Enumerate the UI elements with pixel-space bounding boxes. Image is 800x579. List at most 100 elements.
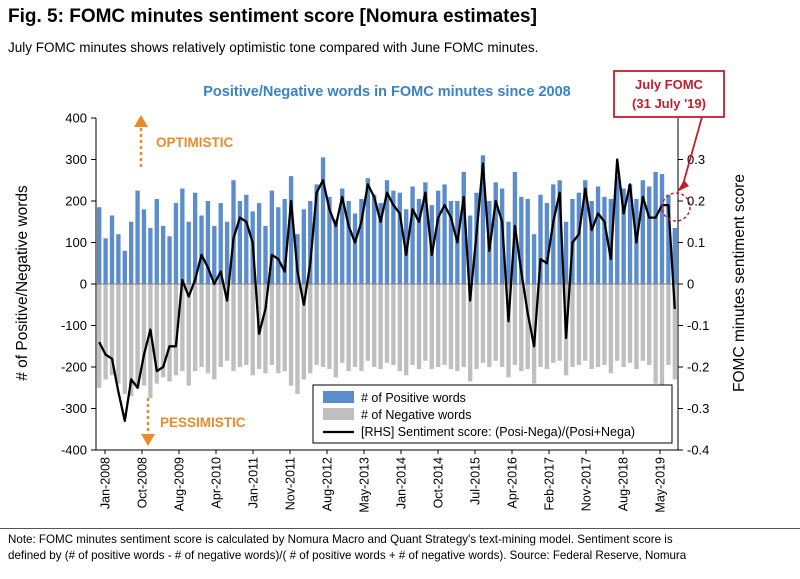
negative-bar (263, 284, 268, 374)
positive-bar (160, 225, 166, 284)
callout-line-2: (31 July '19) (632, 96, 706, 111)
positive-bar (180, 188, 185, 284)
negative-bar (327, 284, 332, 370)
positive-bar (269, 190, 275, 284)
positive-bar (346, 201, 351, 284)
negative-bar (627, 284, 633, 363)
negative-bar (615, 284, 620, 361)
positive-bar (493, 182, 498, 284)
negative-bar (576, 284, 582, 365)
positive-bar (423, 182, 428, 284)
negative-bar (410, 284, 415, 365)
footnote-line-1: Note: FOMC minutes sentiment score is ca… (8, 533, 673, 546)
callout-line-1: July FOMC (635, 77, 704, 92)
negative-bar (378, 284, 383, 370)
negative-bar (506, 284, 511, 378)
left-axis-label: # of Positive/Negative words (14, 185, 31, 381)
negative-bar (346, 284, 351, 372)
positive-bar (205, 201, 211, 284)
positive-bar (154, 198, 159, 284)
optimistic-label: OPTIMISTIC (156, 135, 234, 150)
x-tick-label: Jul-2015 (469, 457, 483, 505)
positive-bar (333, 219, 339, 284)
left-tick-label: -300 (61, 401, 87, 416)
negative-bar (416, 284, 422, 370)
positive-bar (538, 194, 543, 284)
negative-bar (461, 284, 466, 367)
chart-title: Positive/Negative words in FOMC minutes … (203, 84, 570, 100)
positive-bar (589, 201, 594, 284)
positive-bar (595, 186, 601, 284)
negative-bar (480, 284, 486, 363)
footnote-line-2: defined by (# of positive words - # of n… (8, 548, 687, 562)
positive-bar (282, 198, 287, 284)
positive-bar (186, 221, 191, 284)
highlight-circle (661, 192, 691, 222)
negative-bar (423, 284, 428, 361)
positive-bar (340, 188, 345, 284)
footnote: Note: FOMC minutes sentiment score is ca… (8, 532, 792, 563)
negative-bar (666, 284, 671, 365)
negative-bar (295, 284, 300, 394)
x-tick-label: Apr-2010 (210, 457, 224, 508)
negative-bar (544, 284, 550, 370)
figure-subtitle: July FOMC minutes shows relatively optim… (8, 40, 539, 55)
negative-bar (659, 284, 665, 386)
negative-bar (167, 284, 172, 382)
negative-bar (154, 284, 159, 384)
negative-bar (621, 284, 626, 367)
positive-bar (576, 192, 582, 284)
left-tick-label: -100 (61, 318, 87, 333)
positive-bar (129, 221, 134, 284)
negative-bar (653, 284, 658, 384)
negative-bar (519, 284, 524, 372)
positive-bar (506, 221, 511, 284)
negative-bar (141, 284, 147, 386)
positive-bar (410, 186, 415, 284)
x-tick-label: Aug-2012 (321, 457, 335, 511)
negative-bar (595, 284, 601, 367)
negative-bar (525, 284, 530, 370)
positive-bar (359, 198, 364, 284)
positive-bar (404, 209, 409, 284)
negative-bar (384, 284, 390, 363)
positive-bar (372, 194, 377, 284)
negative-bar (602, 284, 607, 365)
negative-bar (282, 284, 287, 372)
negative-bar (244, 284, 249, 365)
negative-bar (237, 284, 243, 367)
x-tick-label: Nov-2011 (284, 457, 298, 510)
left-tick-label: 100 (65, 235, 87, 250)
positive-bar (237, 201, 243, 284)
positive-bar (666, 194, 671, 284)
left-tick-label: 0 (80, 277, 87, 292)
right-tick-label: -0.2 (687, 360, 709, 375)
negative-bar (435, 284, 441, 367)
negative-bar (493, 284, 498, 361)
positive-bar (116, 234, 121, 284)
negative-bar (538, 284, 543, 367)
negative-bar (404, 284, 409, 376)
x-tick-label: Aug-2018 (617, 457, 631, 511)
positive-bar (602, 196, 607, 284)
positive-bar (519, 196, 524, 284)
optimistic-marker: OPTIMISTIC (134, 115, 234, 167)
negative-bar (397, 284, 402, 372)
left-tick-label: -200 (61, 360, 87, 375)
positive-bar (365, 178, 370, 284)
positive-bar (448, 201, 454, 284)
positive-bar (263, 225, 268, 284)
positive-bar (461, 171, 466, 284)
left-tick-label: 400 (65, 111, 87, 126)
positive-bar (525, 198, 530, 284)
negative-bar (212, 284, 217, 380)
negative-bar (116, 284, 121, 384)
left-tick-label: 200 (65, 194, 87, 209)
negative-bar (640, 284, 645, 361)
x-tick-label: Aug-2009 (173, 457, 187, 511)
negative-bar (499, 284, 505, 367)
x-tick-label: May-2019 (654, 457, 668, 513)
legend-box (312, 384, 673, 444)
positive-bar (583, 180, 588, 284)
negative-bar (276, 284, 281, 374)
